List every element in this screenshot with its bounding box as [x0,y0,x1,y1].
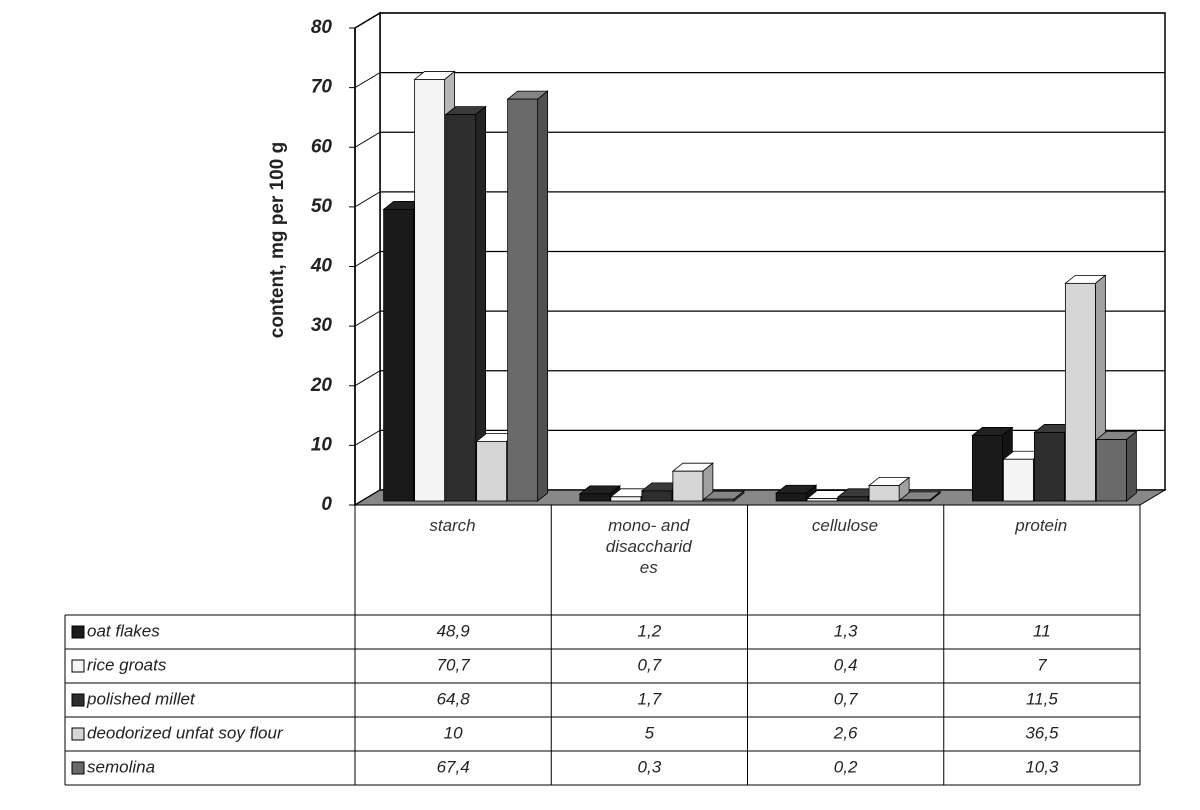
value-label: 1,7 [638,689,662,708]
y-tick-label: 40 [310,256,333,277]
legend-key [71,727,85,741]
value-label: 11 [1033,621,1051,640]
bar-front [806,498,838,502]
grid-line [354,370,381,387]
value-label: 0,7 [834,689,858,708]
y-axis-title: content, mg per 100 g [267,142,288,338]
bar-side [1125,430,1137,502]
grid-line [354,191,381,208]
category-cell: cellulose [748,515,943,536]
legend-key [71,761,85,775]
grid-line [354,131,381,148]
x-tick-label: protein [1015,516,1068,535]
legend-label: polished millet [86,689,196,708]
value-label: 10 [444,723,463,742]
y-tick-label: 70 [311,77,333,98]
value-label: 67,4 [437,757,470,776]
y-tick-label: 50 [311,196,333,217]
legend-key [71,693,85,707]
bar-front [445,114,477,502]
value-label: 48,9 [437,621,471,640]
grid-line [354,12,381,29]
bar-front [837,496,869,502]
category-cell: protein [944,515,1139,536]
value-label: 0,3 [638,757,662,776]
value-label: 7 [1037,655,1047,674]
bar-front [1095,439,1127,502]
bar-front [383,209,415,502]
bar-front [703,498,735,502]
legend-label: oat flakes [87,621,160,640]
category-cell: starch [355,515,550,536]
bar-front [672,470,704,502]
value-label: 11,5 [1026,689,1058,708]
bar-front [641,490,673,502]
grid-line [354,310,381,327]
value-label: 2,6 [833,723,858,742]
value-label: 0,2 [834,757,858,776]
bar-front [579,493,611,502]
legend-label: deodorized unfat soy flour [87,723,284,742]
bar [898,490,942,502]
value-label: 1,3 [834,621,858,640]
bar-front [775,492,807,502]
bar [506,90,549,502]
y-tick-label: 30 [311,315,333,336]
value-label: 0,4 [834,655,858,674]
grid-line [354,72,381,89]
y-tick-label: 10 [311,434,333,455]
category-cell: mono- and disaccharides [551,515,746,578]
bar-front [476,440,508,502]
value-label: 5 [645,723,655,742]
grid-line [354,429,381,446]
grid-line [354,489,381,506]
x-tick-label: starch [429,516,476,535]
bar-side [537,90,549,502]
bar-front [1002,458,1034,502]
value-label: 0,7 [638,655,662,674]
bar-front [1064,282,1096,502]
bar-front [868,485,900,502]
value-label: 1,2 [638,621,662,640]
grid-line [354,251,381,267]
legend-label: rice groats [87,655,167,674]
bar-front [507,98,539,502]
bar-front [971,435,1003,502]
bar [671,462,715,502]
bar-front [414,79,446,502]
value-label: 10,3 [1025,757,1059,776]
legend-label: semolina [87,757,155,776]
x-tick-label: cellulose [811,516,879,535]
bar [702,490,746,502]
legend-key [71,659,85,673]
y-tick-label: 80 [311,17,333,38]
bar-front [610,496,642,502]
bar-front [1033,432,1065,502]
legend-key [71,625,85,639]
value-label: 64,8 [437,689,471,708]
bar [867,476,911,502]
x-tick-label: mono- and disaccharides [605,516,692,577]
y-tick-label: 60 [311,136,333,157]
y-tick-label: 0 [321,494,332,515]
value-label: 70,7 [437,655,471,674]
bar-front [899,499,931,502]
value-label: 36,5 [1025,723,1059,742]
bar [1095,430,1138,502]
y-tick-label: 20 [310,375,333,396]
